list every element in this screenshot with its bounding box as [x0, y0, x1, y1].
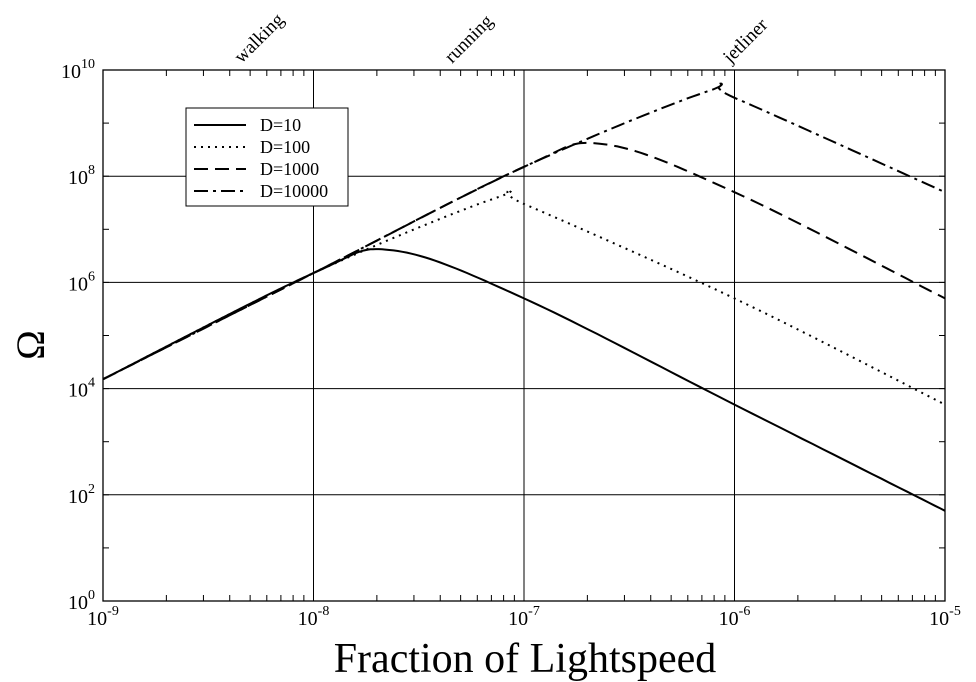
y-tick-label: 104 [68, 376, 95, 402]
top-annotation-jetliner: jetliner [718, 14, 772, 68]
series-layer [102, 82, 946, 512]
x-tick-label: 10-9 [87, 604, 119, 630]
series-line-4 [102, 82, 946, 381]
legend-label: D=10000 [260, 181, 328, 201]
y-tick-label: 108 [68, 163, 95, 189]
y-tick-label: 100 [68, 588, 95, 614]
y-tick-label: 102 [68, 482, 95, 508]
x-tick-label: 10-7 [508, 604, 540, 630]
legend-label: D=10 [260, 115, 301, 135]
x-tick-label: 10-5 [929, 604, 961, 630]
plot-frame [102, 69, 946, 602]
top-annotation-walking: walking [230, 9, 288, 67]
series-line-2 [102, 188, 946, 406]
y-axis-label: Ω [8, 330, 53, 360]
y-tick-label: 106 [68, 269, 95, 295]
top-labels: walking running jetliner [230, 9, 772, 68]
x-tick-label: 10-6 [719, 604, 751, 630]
y-tick-labels: 100 102 104 106 108 1010 [61, 57, 95, 614]
x-tick-labels: 10-9 10-8 10-7 10-6 10-5 [87, 604, 961, 630]
y-tick-label: 1010 [61, 57, 95, 83]
x-tick-label: 10-8 [298, 604, 330, 630]
x-axis-label: Fraction of Lightspeed [334, 636, 717, 682]
legend-label: D=1000 [260, 159, 319, 179]
legend-label: D=100 [260, 137, 310, 157]
top-annotation-running: running [441, 11, 498, 68]
